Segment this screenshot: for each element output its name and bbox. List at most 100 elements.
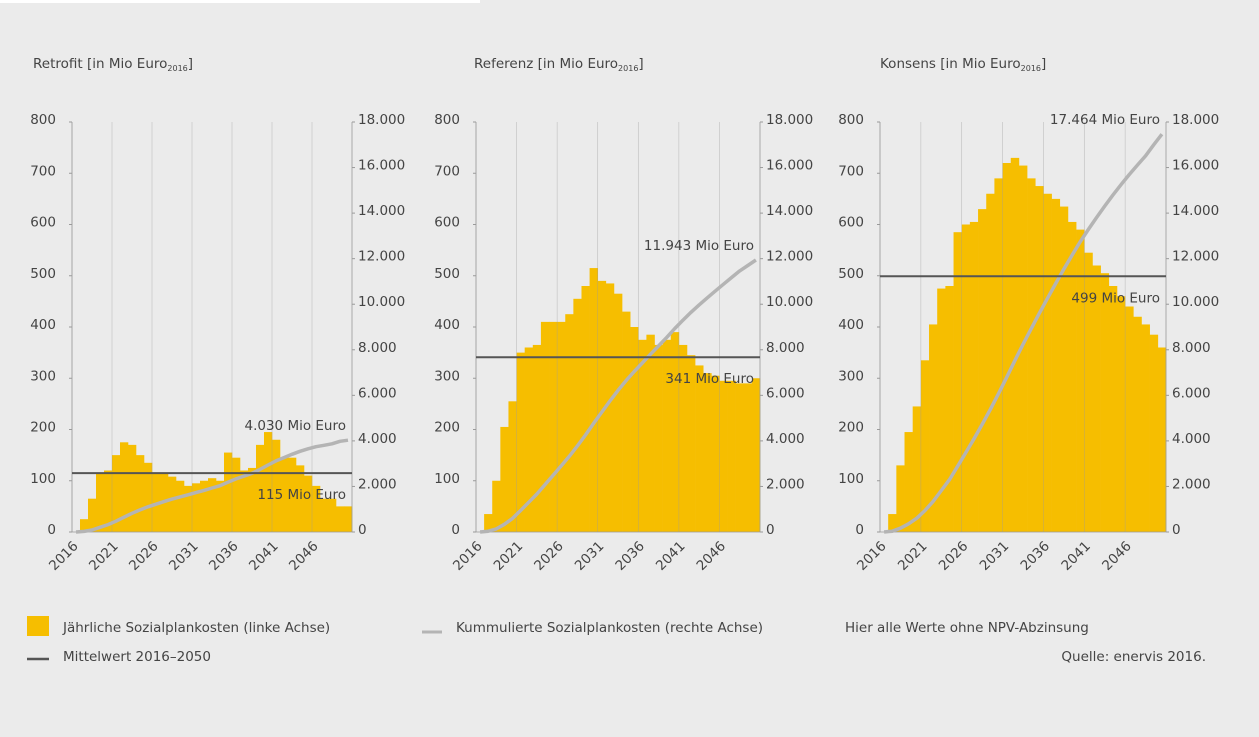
y-tick-label: 700	[434, 163, 460, 179]
y2-tick-label: 8.000	[1172, 340, 1211, 356]
bar	[120, 442, 129, 532]
bar	[312, 485, 321, 532]
cumulative-line	[75, 438, 349, 534]
y-tick-label: 800	[838, 112, 864, 128]
legend-label: Mittelwert 2016–2050	[63, 649, 211, 665]
bar	[1157, 347, 1167, 532]
y2-tick-label: 12.000	[766, 249, 813, 265]
bar	[581, 286, 590, 532]
bar	[695, 365, 704, 532]
y-tick-label: 0	[451, 522, 460, 538]
bar	[1002, 163, 1012, 532]
bar	[224, 452, 233, 532]
y-tick-label: 100	[838, 471, 864, 487]
bar	[994, 178, 1003, 532]
bar	[978, 209, 987, 532]
bar	[232, 457, 241, 532]
bar	[216, 480, 225, 532]
x-tick-label: 2021	[491, 538, 527, 574]
x-tick-label: 2026	[126, 538, 162, 574]
bar	[1133, 316, 1142, 532]
bar	[296, 465, 305, 532]
bar	[912, 406, 922, 532]
note: Hier alle Werte ohne NPV-Abzinsung	[845, 620, 1089, 636]
bar	[735, 383, 745, 532]
bar	[248, 467, 257, 532]
source: Quelle: enervis 2016.	[1061, 649, 1206, 665]
bar	[192, 483, 201, 532]
bar	[240, 470, 249, 532]
bar	[492, 480, 501, 532]
bar	[484, 514, 493, 532]
bar	[168, 476, 177, 532]
y2-tick-label: 14.000	[1172, 203, 1219, 219]
total-label: 11.943 Mio Euro	[644, 238, 754, 254]
x-tick-label: 2036	[612, 538, 648, 574]
y-tick-label: 500	[838, 266, 864, 282]
x-tick-label: 2036	[1017, 538, 1053, 574]
bar	[96, 473, 105, 532]
bar	[670, 332, 680, 532]
legend-swatch-bars	[27, 616, 49, 636]
y-tick-label: 300	[30, 368, 56, 384]
bar	[328, 498, 337, 532]
y2-tick-label: 2.000	[1172, 476, 1211, 492]
bar	[703, 373, 712, 532]
bar	[678, 344, 688, 532]
y-tick-label: 800	[434, 112, 460, 128]
bar	[304, 475, 313, 532]
bar	[1125, 306, 1134, 532]
x-tick-label: 2046	[1099, 538, 1135, 574]
bar	[208, 478, 217, 532]
bar	[613, 293, 623, 532]
bar	[662, 339, 672, 532]
bar	[136, 455, 145, 532]
bar	[1084, 252, 1093, 532]
y-tick-label: 0	[855, 522, 864, 538]
chart-title: Referenz [in Mio Euro2016]	[474, 56, 644, 73]
x-tick-label: 2046	[286, 538, 322, 574]
bar	[743, 383, 753, 532]
bar	[622, 311, 631, 532]
bar	[961, 224, 971, 532]
bar	[969, 221, 979, 532]
bar	[508, 401, 517, 532]
bar	[1027, 178, 1036, 532]
bar	[904, 432, 913, 532]
x-tick-label: 2021	[86, 538, 122, 574]
title-part: ]	[638, 56, 643, 72]
bar	[1035, 186, 1044, 532]
title-part: ]	[1041, 56, 1046, 72]
bar	[986, 193, 995, 532]
bar	[1076, 229, 1085, 532]
bar	[937, 288, 946, 532]
title-part: Retrofit [in Mio Euro	[33, 56, 167, 72]
title-part: Referenz [in Mio Euro	[474, 56, 618, 72]
title-subscript: 2016	[618, 64, 638, 73]
bar	[336, 506, 345, 532]
total-label: 4.030 Mio Euro	[245, 418, 347, 434]
bar	[1108, 286, 1118, 532]
y2-tick-label: 4.000	[358, 431, 397, 447]
bar	[280, 457, 289, 532]
x-tick-label: 2016	[46, 538, 82, 574]
y2-tick-label: 16.000	[358, 158, 405, 174]
title-subscript: 2016	[167, 64, 187, 73]
x-tick-label: 2031	[572, 538, 608, 574]
mean-label: 341 Mio Euro	[665, 371, 754, 387]
y2-tick-label: 14.000	[766, 203, 813, 219]
y-tick-label: 600	[838, 215, 864, 231]
bar	[200, 480, 209, 532]
bar	[80, 519, 89, 532]
bar	[320, 498, 329, 532]
bar	[272, 439, 281, 532]
y-tick-label: 300	[838, 368, 864, 384]
bar	[953, 232, 963, 532]
x-tick-label: 2031	[977, 538, 1013, 574]
y2-tick-label: 2.000	[766, 476, 805, 492]
bar	[557, 321, 566, 532]
x-tick-label: 2021	[895, 538, 931, 574]
cumulative-line	[883, 133, 1164, 534]
y2-tick-label: 18.000	[358, 112, 405, 128]
bar	[573, 298, 582, 532]
